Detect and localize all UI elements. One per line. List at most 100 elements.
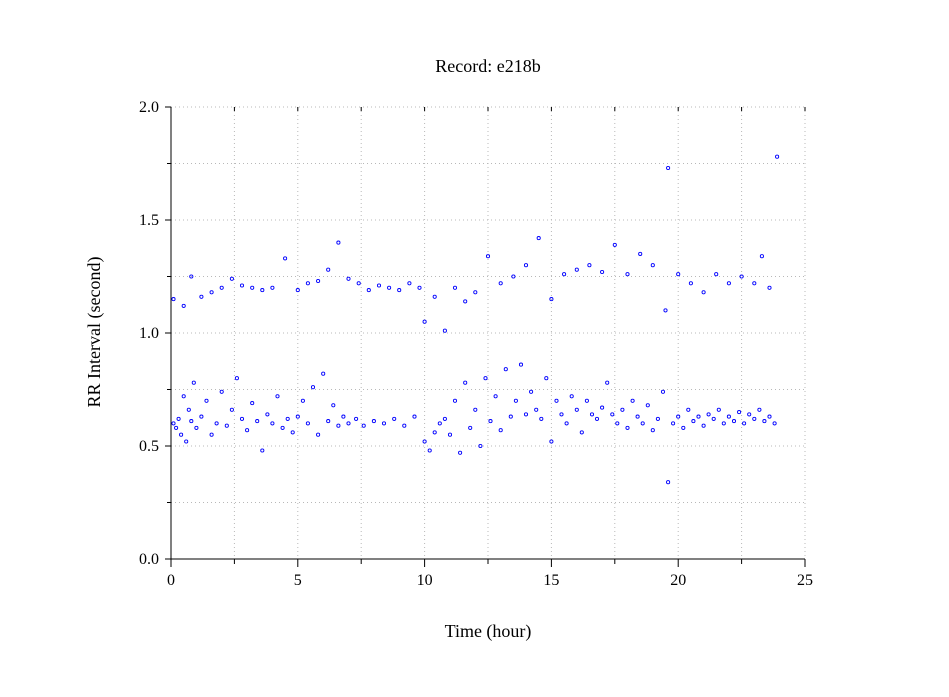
- x-tick-label: 5: [294, 572, 302, 589]
- data-point: [511, 274, 516, 279]
- data-point: [285, 416, 290, 421]
- data-point: [523, 412, 529, 417]
- data-point: [204, 398, 209, 403]
- data-point: [260, 288, 265, 293]
- data-point: [316, 278, 321, 284]
- data-point: [191, 380, 196, 385]
- data-point: [612, 242, 617, 247]
- data-point: [239, 283, 245, 288]
- tick-labels: 0 5 10 15 20 25 0.0 0.5 1.0 1.5 2.0: [139, 99, 813, 589]
- data-point: [473, 407, 478, 412]
- data-point: [681, 425, 686, 430]
- data-point: [600, 269, 605, 275]
- data-point: [579, 430, 584, 435]
- data-point: [283, 256, 288, 261]
- data-point: [638, 251, 643, 256]
- y-tick-label: 0.0: [139, 551, 159, 568]
- data-point: [513, 398, 518, 403]
- data-point: [171, 297, 176, 302]
- data-point: [488, 419, 493, 424]
- data-point: [493, 394, 498, 399]
- data-point: [742, 421, 747, 426]
- data-point: [295, 414, 300, 419]
- data-point: [726, 281, 731, 286]
- data-point: [569, 394, 574, 399]
- data-point: [381, 421, 387, 426]
- x-tick-label: 0: [167, 572, 175, 589]
- data-point: [346, 276, 351, 281]
- x-tick-label: 15: [543, 572, 559, 589]
- data-point: [194, 425, 199, 430]
- data-point: [600, 405, 605, 410]
- data-point: [422, 439, 427, 444]
- data-point: [478, 443, 483, 449]
- data-point: [696, 414, 701, 419]
- data-point: [397, 288, 402, 293]
- data-point: [737, 410, 742, 415]
- data-point: [523, 263, 529, 268]
- data-point: [671, 421, 676, 426]
- data-point: [752, 281, 757, 286]
- data-point: [726, 414, 731, 419]
- data-point: [534, 407, 539, 412]
- data-point: [701, 290, 706, 295]
- data-point: [676, 272, 681, 277]
- data-point: [356, 281, 361, 286]
- data-point: [574, 267, 579, 272]
- data-point: [775, 154, 780, 159]
- data-point: [422, 319, 427, 324]
- data-point: [594, 416, 600, 421]
- data-point: [721, 421, 726, 426]
- data-point: [691, 419, 696, 424]
- data-point: [711, 416, 716, 421]
- data-point: [739, 274, 744, 279]
- data-point: [255, 419, 260, 424]
- data-point: [587, 263, 592, 268]
- data-point: [295, 288, 300, 293]
- y-tick-label: 0.5: [139, 438, 159, 455]
- data-point: [688, 281, 693, 286]
- data-point: [392, 416, 397, 421]
- data-point: [186, 407, 191, 412]
- data-point: [676, 414, 681, 419]
- data-point: [759, 254, 764, 259]
- x-tick-label: 10: [417, 572, 433, 589]
- data-point: [529, 389, 534, 394]
- data-point: [270, 285, 275, 290]
- data-point: [554, 398, 559, 403]
- data-point: [645, 403, 650, 408]
- data-point: [483, 376, 488, 381]
- data-point: [260, 448, 265, 453]
- data-point: [174, 425, 179, 430]
- data-point: [463, 380, 468, 385]
- data-point: [214, 421, 219, 426]
- data-point: [316, 432, 321, 437]
- data-point: [752, 416, 757, 421]
- data-point: [452, 285, 458, 290]
- data-point: [473, 290, 478, 295]
- data-point: [584, 398, 589, 403]
- data-point: [427, 448, 432, 453]
- data-point: [559, 412, 564, 417]
- data-point: [176, 416, 181, 421]
- y-tick-label: 2.0: [139, 99, 159, 116]
- data-points: [171, 154, 780, 485]
- x-tick-label: 25: [797, 572, 813, 589]
- data-point: [432, 294, 437, 299]
- data-point: [432, 430, 437, 435]
- data-point: [549, 439, 554, 444]
- data-point: [387, 285, 392, 290]
- data-point: [219, 389, 224, 394]
- data-point: [326, 267, 331, 272]
- data-point: [508, 414, 513, 419]
- data-point: [331, 403, 336, 408]
- data-point: [346, 421, 351, 426]
- data-point: [757, 407, 762, 412]
- data-point: [767, 414, 772, 419]
- data-point: [539, 416, 544, 421]
- data-point: [179, 432, 184, 437]
- data-point: [650, 263, 655, 268]
- data-point: [354, 416, 359, 421]
- x-tick-label: 20: [670, 572, 686, 589]
- data-point: [171, 421, 176, 426]
